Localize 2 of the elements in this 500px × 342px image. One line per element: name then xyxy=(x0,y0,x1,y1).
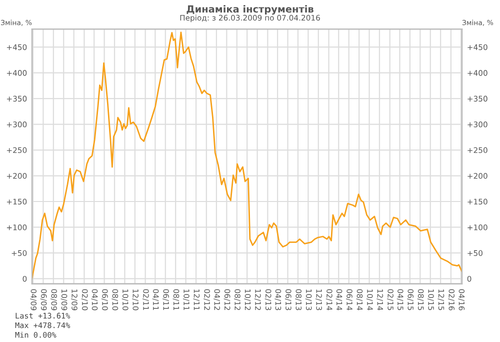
chart-title: Динаміка інструментів xyxy=(186,5,314,15)
line-series xyxy=(32,32,462,280)
